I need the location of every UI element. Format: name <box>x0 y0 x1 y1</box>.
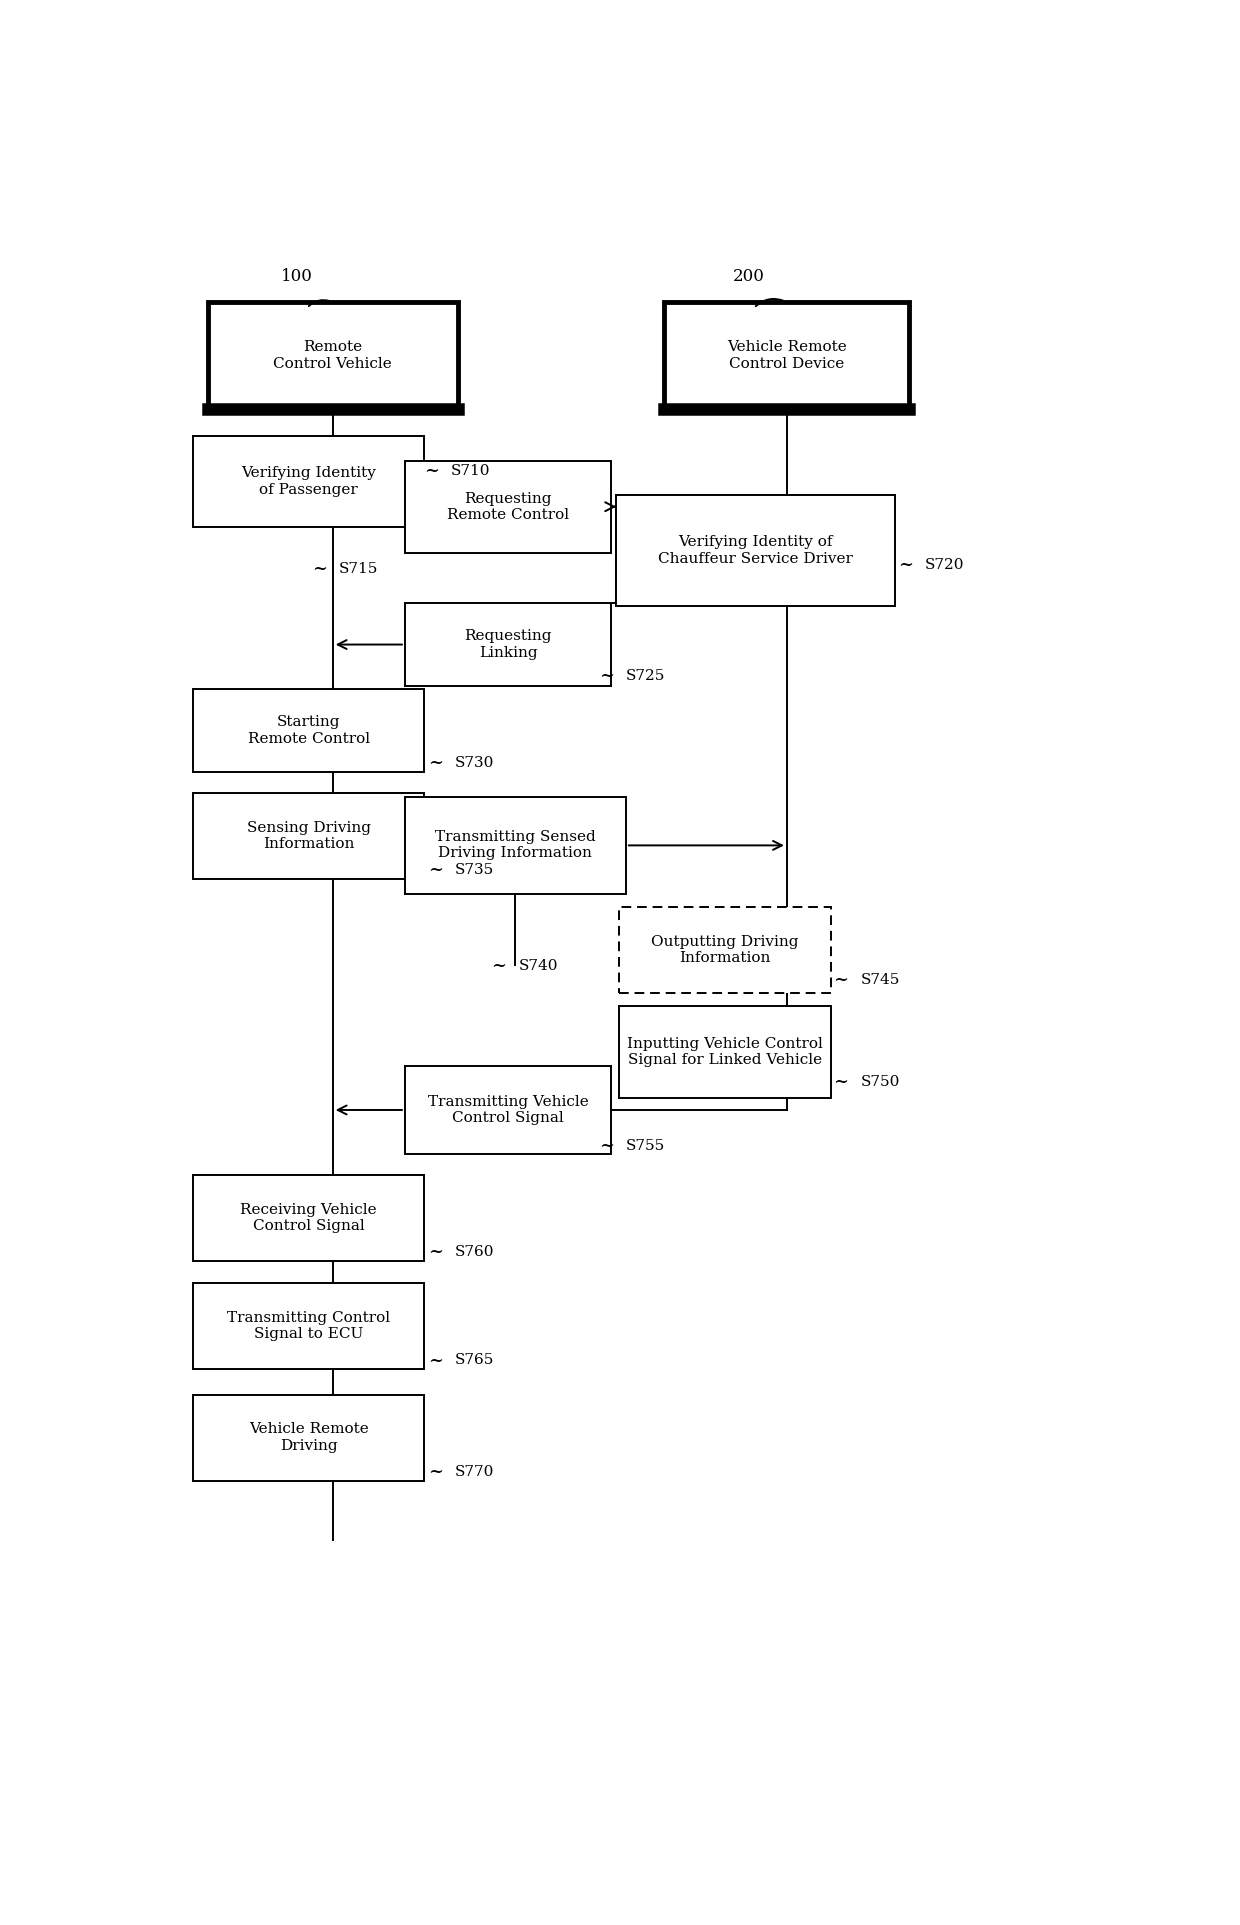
Text: S770: S770 <box>455 1465 495 1478</box>
Text: Requesting
Remote Control: Requesting Remote Control <box>448 491 569 522</box>
FancyBboxPatch shape <box>619 1007 831 1097</box>
Text: S710: S710 <box>451 464 491 477</box>
Text: Transmitting Control
Signal to ECU: Transmitting Control Signal to ECU <box>227 1311 391 1342</box>
Text: 200: 200 <box>733 268 765 285</box>
FancyBboxPatch shape <box>404 1066 611 1155</box>
Text: Transmitting Sensed
Driving Information: Transmitting Sensed Driving Information <box>435 830 595 860</box>
Text: Outputting Driving
Information: Outputting Driving Information <box>651 936 799 964</box>
Text: Sensing Driving
Information: Sensing Driving Information <box>247 820 371 851</box>
Text: S755: S755 <box>626 1138 665 1153</box>
Text: S745: S745 <box>861 972 900 986</box>
Text: S730: S730 <box>455 757 495 770</box>
Text: Starting
Remote Control: Starting Remote Control <box>248 716 370 745</box>
Text: Transmitting Vehicle
Control Signal: Transmitting Vehicle Control Signal <box>428 1095 589 1124</box>
Text: 100: 100 <box>281 268 314 285</box>
Text: ~: ~ <box>599 1136 614 1155</box>
FancyBboxPatch shape <box>193 1394 424 1480</box>
FancyBboxPatch shape <box>193 1174 424 1261</box>
Text: Vehicle Remote
Driving: Vehicle Remote Driving <box>249 1423 368 1453</box>
FancyBboxPatch shape <box>616 495 895 606</box>
Text: S750: S750 <box>861 1074 900 1090</box>
Text: S725: S725 <box>626 668 666 683</box>
FancyBboxPatch shape <box>208 302 458 408</box>
Text: ~: ~ <box>424 462 439 479</box>
FancyBboxPatch shape <box>404 460 611 552</box>
Text: Inputting Vehicle Control
Signal for Linked Vehicle: Inputting Vehicle Control Signal for Lin… <box>627 1038 823 1066</box>
Text: Requesting
Linking: Requesting Linking <box>465 629 552 660</box>
FancyBboxPatch shape <box>404 797 626 893</box>
Text: ~: ~ <box>898 556 913 574</box>
FancyBboxPatch shape <box>404 603 611 685</box>
Text: S760: S760 <box>455 1245 495 1259</box>
Text: S735: S735 <box>455 862 494 878</box>
Text: Receiving Vehicle
Control Signal: Receiving Vehicle Control Signal <box>241 1203 377 1234</box>
Text: S720: S720 <box>925 558 965 572</box>
Text: ~: ~ <box>428 1244 443 1261</box>
FancyBboxPatch shape <box>193 793 424 878</box>
FancyBboxPatch shape <box>193 435 424 527</box>
FancyBboxPatch shape <box>193 1284 424 1369</box>
Text: ~: ~ <box>833 1072 848 1091</box>
Text: ~: ~ <box>428 755 443 772</box>
Text: S715: S715 <box>339 562 378 576</box>
Text: ~: ~ <box>428 1463 443 1480</box>
FancyBboxPatch shape <box>665 302 909 408</box>
Text: ~: ~ <box>833 970 848 989</box>
Text: S740: S740 <box>518 959 558 974</box>
Text: Verifying Identity
of Passenger: Verifying Identity of Passenger <box>242 466 376 497</box>
Text: Remote
Control Vehicle: Remote Control Vehicle <box>273 341 392 372</box>
FancyBboxPatch shape <box>193 689 424 772</box>
Text: ~: ~ <box>428 860 443 880</box>
Text: Vehicle Remote
Control Device: Vehicle Remote Control Device <box>727 341 847 372</box>
Text: ~: ~ <box>599 666 614 685</box>
FancyBboxPatch shape <box>619 907 831 993</box>
Text: S765: S765 <box>455 1353 495 1367</box>
Text: ~: ~ <box>311 560 326 578</box>
Text: ~: ~ <box>428 1351 443 1369</box>
Text: Verifying Identity of
Chauffeur Service Driver: Verifying Identity of Chauffeur Service … <box>658 535 853 566</box>
Text: ~: ~ <box>491 957 506 976</box>
